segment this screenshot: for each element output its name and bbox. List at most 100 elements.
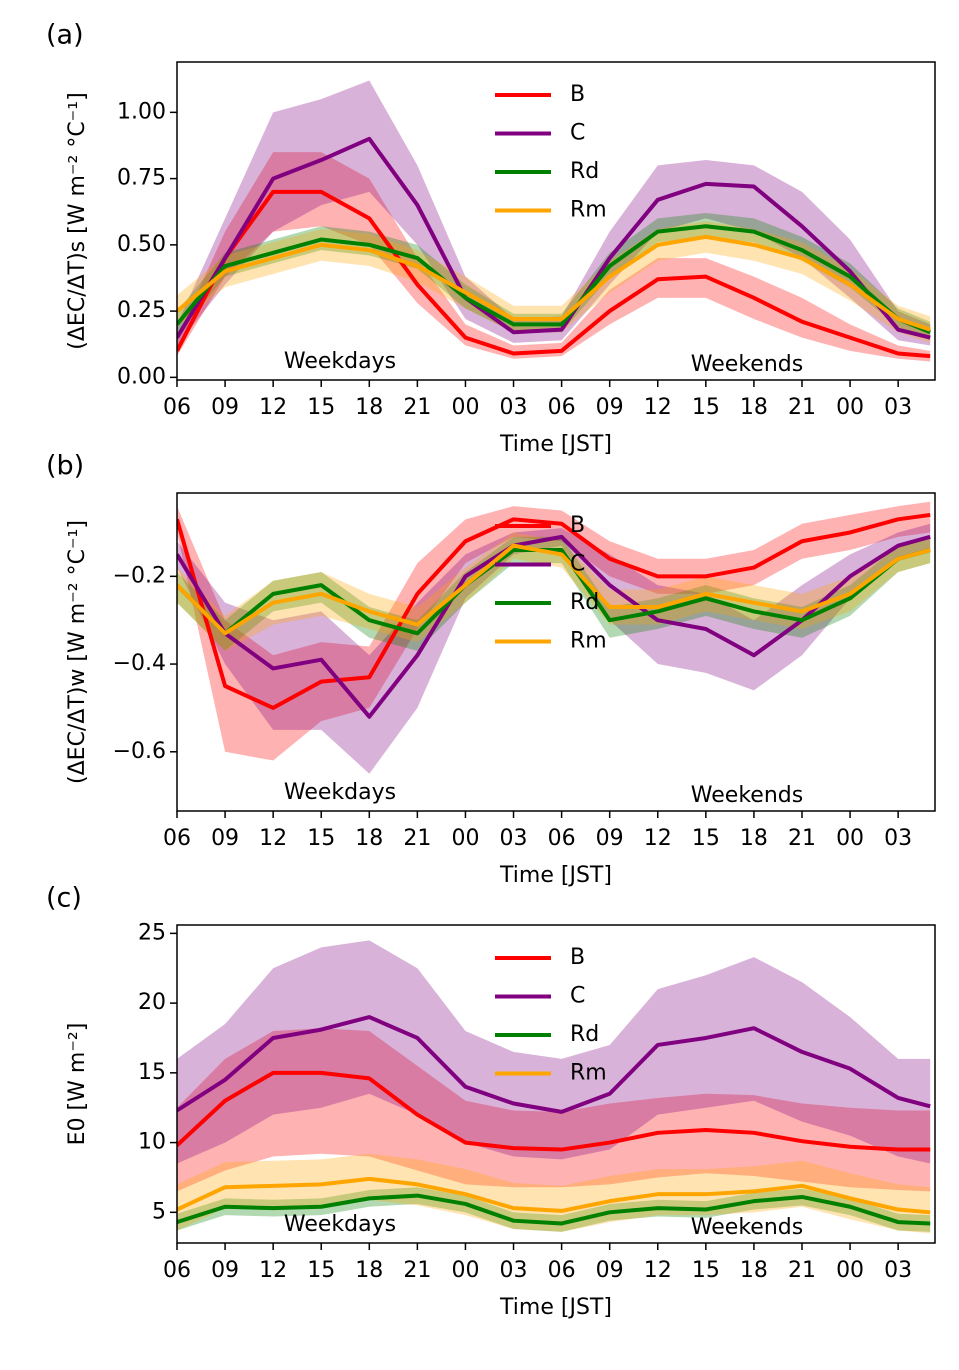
y-tick-label: 0.25	[117, 298, 166, 323]
y-tick-label: 0.00	[117, 364, 166, 389]
x-tick-label: 21	[403, 395, 431, 420]
y-tick-label: −0.2	[113, 563, 166, 588]
axes-frame	[176, 924, 936, 1244]
x-tick-label: 18	[740, 826, 768, 851]
legend-label: Rd	[570, 590, 599, 615]
x-tick-label: 21	[788, 1258, 816, 1283]
x-tick-label: 12	[259, 826, 287, 851]
x-axis-label: Time [JST]	[499, 432, 612, 457]
x-tick-label: 18	[355, 395, 383, 420]
band	[177, 80, 931, 346]
x-tick-label: 00	[451, 395, 479, 420]
x-tick-label: 06	[548, 395, 576, 420]
legend-label: B	[570, 945, 585, 970]
legend-label: Rm	[570, 198, 607, 223]
x-tick-label: 18	[355, 826, 383, 851]
x-tick-label: 12	[644, 1258, 672, 1283]
x-tick-label: 03	[884, 826, 912, 851]
y-tick-label: 15	[138, 1060, 166, 1085]
axes-frame	[176, 61, 936, 381]
x-tick-label: 09	[596, 826, 624, 851]
series-line	[177, 234, 931, 332]
series-line	[177, 189, 931, 359]
x-tick-label: 09	[596, 1258, 624, 1283]
x-tick-label: 03	[884, 395, 912, 420]
series-line	[177, 1176, 931, 1215]
legend-label: Rm	[570, 1061, 607, 1086]
band	[177, 1153, 931, 1234]
x-tick-label: 03	[500, 1258, 528, 1283]
series-line	[177, 136, 931, 340]
y-tick-label: 0.75	[117, 166, 166, 191]
legend-label: Rd	[570, 1022, 599, 1047]
x-tick-label: 12	[644, 395, 672, 420]
panel-label: (b)	[46, 451, 84, 482]
x-tick-label: 21	[403, 1258, 431, 1283]
x-tick-label: 09	[211, 826, 239, 851]
legend-label: B	[570, 513, 585, 538]
plot-area	[177, 940, 931, 1234]
plot-area	[177, 501, 931, 774]
x-tick-label: 12	[259, 395, 287, 420]
legend-label: C	[570, 552, 585, 577]
series-line	[177, 1193, 931, 1226]
x-tick-label: 00	[451, 1258, 479, 1283]
series-line	[177, 224, 931, 335]
legend-label: Rm	[570, 629, 607, 654]
x-tick-label: 06	[163, 395, 191, 420]
y-tick-label: 25	[138, 920, 166, 945]
annotation: Weekdays	[284, 1212, 396, 1237]
x-tick-label: 21	[788, 395, 816, 420]
axes-frame	[176, 492, 936, 812]
x-tick-label: 09	[211, 395, 239, 420]
x-tick-label: 06	[163, 1258, 191, 1283]
y-tick-label: −0.6	[113, 739, 166, 764]
y-tick-label: 1.00	[117, 99, 166, 124]
y-axis-label: (ΔEC/ΔT)s [W m⁻² °C⁻¹]	[65, 92, 90, 349]
panel-label: (a)	[46, 20, 84, 51]
x-tick-label: 21	[403, 826, 431, 851]
x-tick-label: 03	[500, 826, 528, 851]
panel-label: (c)	[46, 883, 82, 914]
legend-label: C	[570, 984, 585, 1009]
x-tick-label: 21	[788, 826, 816, 851]
series-line	[177, 512, 931, 710]
annotation: Weekends	[691, 352, 803, 377]
series-line	[177, 543, 931, 636]
x-tick-label: 15	[307, 395, 335, 420]
band	[177, 536, 931, 651]
x-tick-label: 06	[548, 1258, 576, 1283]
x-tick-label: 15	[307, 826, 335, 851]
x-tick-label: 18	[740, 1258, 768, 1283]
x-tick-label: 00	[451, 826, 479, 851]
x-tick-label: 09	[211, 1258, 239, 1283]
x-tick-label: 00	[836, 395, 864, 420]
annotation: Weekdays	[284, 780, 396, 805]
x-tick-label: 03	[884, 1258, 912, 1283]
annotation: Weekdays	[284, 349, 396, 374]
band	[177, 152, 931, 362]
series-line	[177, 1015, 931, 1114]
legend-label: Rd	[570, 159, 599, 184]
annotation: Weekends	[691, 1215, 803, 1240]
x-tick-label: 09	[596, 395, 624, 420]
band	[177, 501, 931, 761]
x-tick-label: 12	[644, 826, 672, 851]
x-tick-label: 00	[836, 1258, 864, 1283]
x-tick-label: 00	[836, 826, 864, 851]
x-tick-label: 06	[548, 826, 576, 851]
y-axis-label: (ΔEC/ΔT)w [W m⁻² °C⁻¹]	[65, 520, 90, 784]
annotation: Weekends	[691, 783, 803, 808]
x-tick-label: 15	[692, 826, 720, 851]
x-tick-label: 03	[500, 395, 528, 420]
y-tick-label: 5	[152, 1199, 166, 1224]
y-axis-label: E0 [W m⁻²]	[65, 1023, 90, 1146]
band	[177, 1028, 931, 1192]
x-tick-label: 15	[692, 395, 720, 420]
x-tick-label: 15	[692, 1258, 720, 1283]
x-axis-label: Time [JST]	[499, 1295, 612, 1320]
band	[177, 940, 931, 1164]
plot-area	[177, 80, 931, 362]
series-line	[177, 1070, 931, 1152]
legend-label: C	[570, 121, 585, 146]
